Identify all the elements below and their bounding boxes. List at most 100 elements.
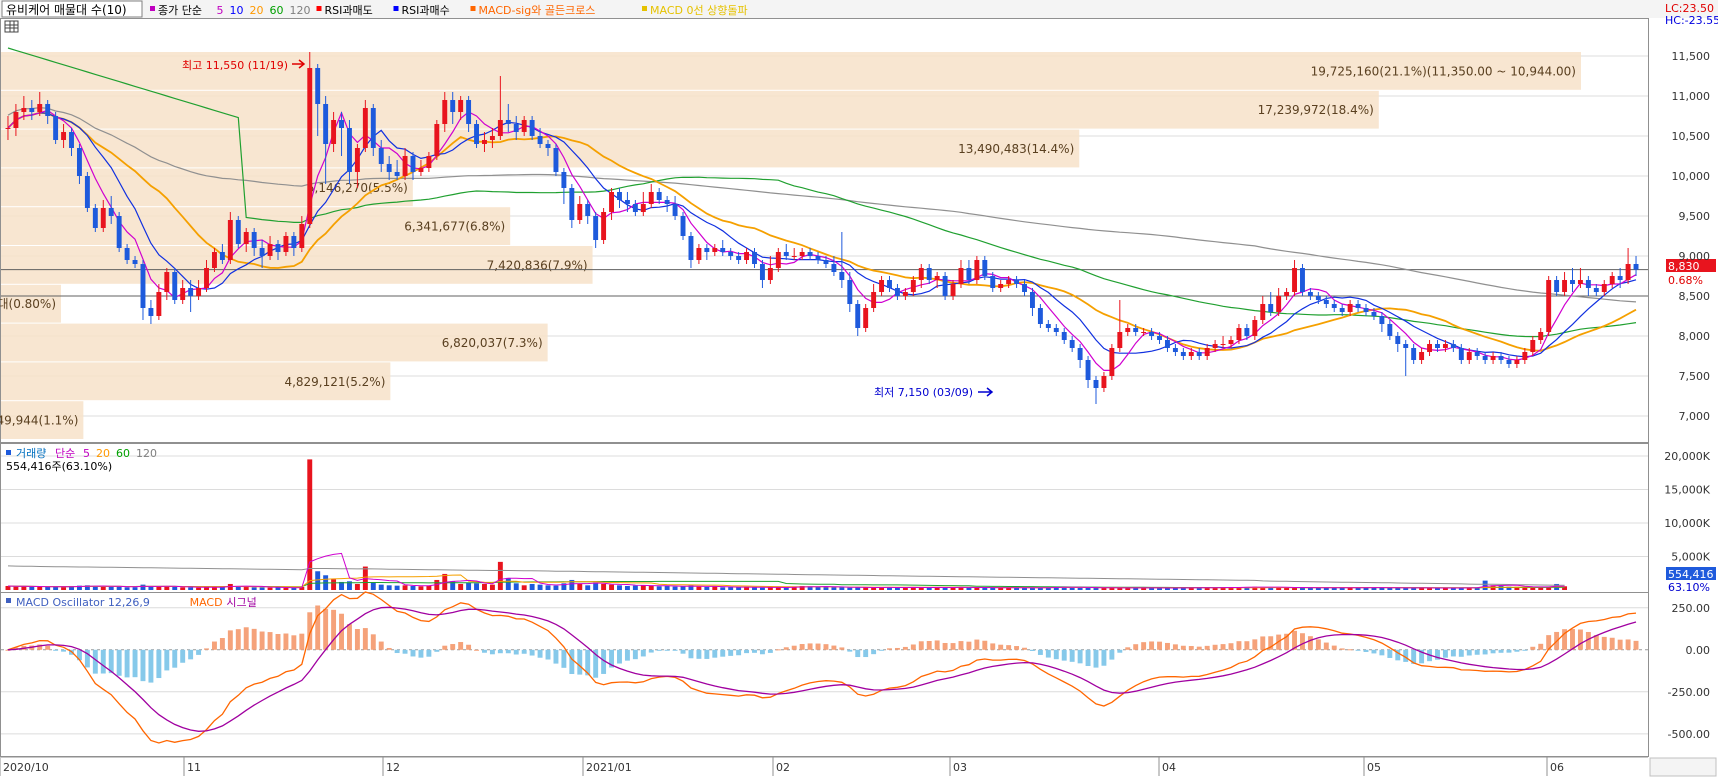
macd-signal-line bbox=[7, 606, 1637, 732]
volume-bar bbox=[744, 587, 750, 590]
high-annotation: 최고 11,550 (11/19) bbox=[182, 59, 306, 72]
candle bbox=[926, 264, 932, 284]
candle-body bbox=[378, 148, 384, 164]
candle-body bbox=[164, 272, 170, 292]
volume-bar bbox=[998, 587, 1004, 590]
macd-oscillator-bar bbox=[601, 649, 607, 674]
volume-profile-band bbox=[1, 90, 1379, 129]
candle-body bbox=[1435, 344, 1440, 348]
candle bbox=[609, 188, 615, 220]
volume-bar bbox=[680, 586, 686, 590]
candle-body bbox=[148, 308, 154, 316]
volume-bar bbox=[1196, 587, 1202, 590]
volume-bar bbox=[624, 585, 630, 590]
candle-body bbox=[1188, 352, 1194, 356]
volume-bar bbox=[450, 581, 456, 590]
candle bbox=[1570, 268, 1575, 292]
candle bbox=[537, 128, 543, 148]
candle-body bbox=[69, 132, 74, 148]
ma120-line bbox=[7, 106, 1637, 303]
candle bbox=[5, 116, 11, 140]
candle-body bbox=[855, 304, 861, 328]
macd-oscillator-bar bbox=[879, 649, 885, 651]
price-panel[interactable] bbox=[0, 18, 1649, 443]
candle-body bbox=[1149, 332, 1155, 336]
volume-legend-item: 단순 bbox=[55, 447, 75, 460]
candle bbox=[1466, 348, 1472, 364]
candle bbox=[45, 100, 51, 124]
price-tick-label: 8,500 bbox=[1679, 290, 1711, 303]
candle bbox=[982, 256, 988, 280]
macd-oscillator-bar bbox=[37, 644, 43, 650]
macd-oscillator-bar bbox=[561, 649, 567, 668]
macd-oscillator-bar bbox=[664, 649, 670, 651]
volume-bar bbox=[1339, 587, 1345, 590]
macd-oscillator-bar bbox=[497, 649, 503, 654]
candle-body bbox=[331, 120, 337, 144]
volume-bar bbox=[1435, 588, 1440, 590]
table-icon[interactable] bbox=[4, 20, 19, 33]
candle bbox=[172, 268, 178, 304]
macd-oscillator-bar bbox=[1101, 649, 1107, 666]
volume-tick-label: 15,000K bbox=[1664, 484, 1710, 497]
volume-profile-label: 6,820,037(7.3%) bbox=[442, 336, 543, 350]
volume-bar bbox=[974, 587, 980, 590]
macd-oscillator-bar bbox=[783, 647, 789, 650]
candle bbox=[1585, 276, 1591, 296]
candle-body bbox=[1109, 348, 1115, 376]
candle bbox=[164, 268, 170, 300]
candle-body bbox=[1403, 344, 1409, 348]
candle-body bbox=[61, 132, 67, 140]
scroll-right-handle[interactable] bbox=[1649, 757, 1717, 777]
macd-oscillator-bar bbox=[1212, 644, 1218, 650]
macd-oscillator-bar bbox=[926, 640, 932, 650]
candle-body bbox=[505, 120, 511, 124]
macd-oscillator-bar bbox=[1570, 629, 1575, 650]
legend-marker-icon bbox=[150, 6, 155, 11]
candle-body bbox=[243, 232, 249, 244]
volume-bar bbox=[1458, 587, 1464, 590]
macd-oscillator-bar bbox=[1450, 649, 1456, 657]
volume-profile-label: 매물대(0.80%) bbox=[0, 297, 56, 311]
macd-oscillator-bar bbox=[577, 649, 583, 675]
candle bbox=[1458, 344, 1464, 364]
volume-bar bbox=[259, 587, 265, 590]
candle bbox=[1172, 344, 1178, 356]
candle-body bbox=[585, 204, 591, 216]
candle bbox=[823, 256, 829, 268]
macd-oscillator-bar bbox=[402, 649, 408, 654]
candle-body bbox=[283, 236, 289, 252]
candle-body bbox=[1474, 352, 1480, 356]
title-box[interactable] bbox=[1, 0, 143, 18]
macd-oscillator-bar bbox=[92, 649, 98, 674]
volume-bar bbox=[617, 585, 622, 590]
macd-oscillator-bar bbox=[1053, 649, 1059, 660]
candle-body bbox=[1395, 336, 1401, 344]
legend-marker-icon bbox=[642, 6, 647, 11]
candle-body bbox=[116, 216, 122, 248]
candle bbox=[1157, 332, 1162, 344]
candle-body bbox=[418, 168, 424, 172]
macd-oscillator-bar bbox=[370, 634, 376, 650]
volume-bar bbox=[1379, 587, 1385, 590]
macd-oscillator-bar bbox=[394, 649, 400, 654]
x-axis-label: 12 bbox=[386, 761, 400, 774]
legend-item: 5 bbox=[217, 4, 224, 17]
candle-body bbox=[1006, 280, 1012, 284]
volume-bar bbox=[1069, 587, 1075, 590]
candle-body bbox=[998, 284, 1004, 288]
volume-bar bbox=[561, 583, 567, 590]
volume-bar bbox=[704, 586, 710, 590]
macd-oscillator-bar bbox=[1045, 649, 1051, 658]
volume-badge: 554,416 bbox=[1666, 567, 1716, 581]
volume-profile-label: 7,420,836(7.9%) bbox=[487, 258, 588, 272]
candle bbox=[871, 284, 877, 312]
candle-body bbox=[934, 276, 940, 280]
candle bbox=[1315, 292, 1321, 304]
candle-body bbox=[13, 112, 19, 128]
volume-bar bbox=[1172, 587, 1178, 590]
candle bbox=[974, 256, 980, 284]
candle-body bbox=[140, 264, 146, 308]
